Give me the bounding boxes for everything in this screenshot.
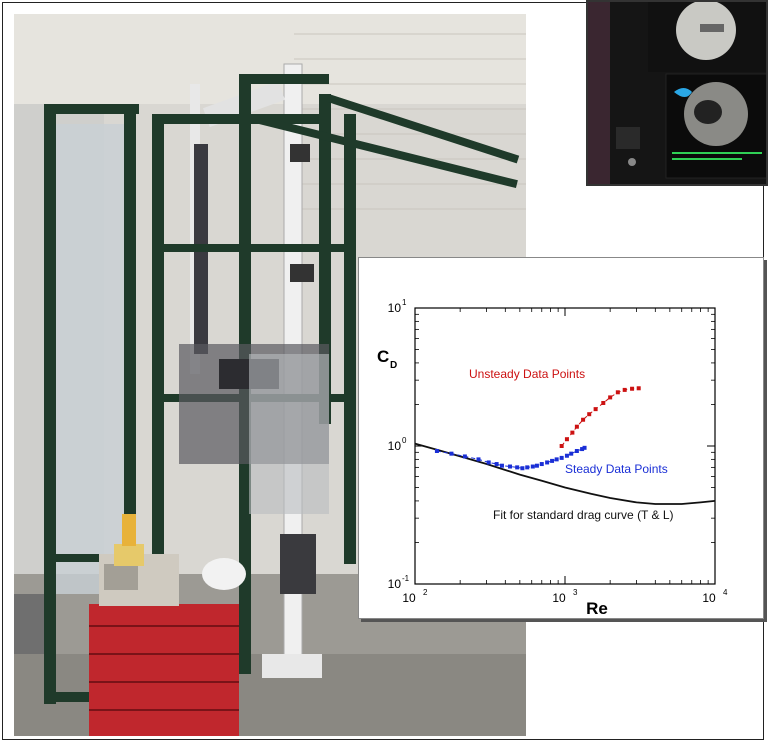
unsteady-data-point <box>574 424 579 429</box>
y-tick-label-exponent: 0 <box>402 436 407 445</box>
steady-data-point <box>582 445 587 450</box>
steady-data-point <box>574 448 579 453</box>
x-tick-label-exponent: 2 <box>423 588 428 597</box>
y-tick-label: 10 <box>388 439 402 453</box>
steady-data-point <box>545 460 550 465</box>
unsteady-annotation: Unsteady Data Points <box>469 367 585 381</box>
unsteady-data-point <box>570 430 575 435</box>
unsteady-data-point <box>636 386 641 391</box>
steady-data-point <box>494 462 499 467</box>
y-tick-label: 10 <box>388 577 402 591</box>
x-axis-title: Re <box>586 599 608 618</box>
unsteady-data-point <box>622 387 627 392</box>
steady-data-point <box>580 447 585 452</box>
unsteady-data-point <box>615 390 620 395</box>
steady-data-point <box>525 465 530 470</box>
x-tick-label-exponent: 3 <box>573 588 578 597</box>
plot-frame <box>414 307 716 585</box>
fit-curve <box>414 442 716 505</box>
x-tick-label: 10 <box>402 591 416 605</box>
steady-data-point <box>508 464 513 469</box>
steady-data-point <box>515 465 520 470</box>
steady-data-point <box>564 453 569 458</box>
y-axis-title-subscript: D <box>390 360 397 371</box>
y-axis-title: C <box>377 347 389 366</box>
steady-data-point <box>499 463 504 468</box>
x-tick-label-exponent: 4 <box>723 588 728 597</box>
steady-data-point <box>569 451 574 456</box>
unsteady-data-point <box>564 437 569 442</box>
y-tick-label: 10 <box>388 301 402 315</box>
unsteady-data-point <box>630 386 635 391</box>
steady-annotation: Steady Data Points <box>565 462 668 476</box>
monitor-inset-graphic <box>588 2 766 184</box>
drag-coefficient-chart: 10 2 10 3 10 4 10 1 10 0 10 -1 Re C D Unsteady Data Po… <box>358 257 764 619</box>
unsteady-data-point <box>608 395 613 400</box>
fit-annotation: Fit for standard drag curve (T & L) <box>493 508 674 522</box>
steady-data-point <box>539 462 544 467</box>
steady-data-point <box>559 455 564 460</box>
unsteady-trend-line <box>561 387 639 447</box>
monitor-inset-photo <box>586 0 768 186</box>
steady-data-point <box>554 457 559 462</box>
steady-data-point <box>534 463 539 468</box>
steady-data-point <box>449 451 454 456</box>
steady-data-point <box>476 457 481 462</box>
steady-data-point <box>434 448 439 453</box>
x-tick-label: 10 <box>702 591 716 605</box>
steady-data-point <box>530 464 535 469</box>
y-tick-label-exponent: -1 <box>402 574 410 583</box>
x-tick-label: 10 <box>552 591 566 605</box>
steady-data-point <box>550 458 555 463</box>
y-tick-label-exponent: 1 <box>402 298 407 307</box>
unsteady-data-point <box>559 444 564 448</box>
steady-data-point <box>486 460 491 465</box>
steady-data-point <box>462 454 467 459</box>
steady-data-point <box>520 466 525 471</box>
unsteady-data-point <box>593 407 598 412</box>
unsteady-data-point <box>601 400 606 405</box>
unsteady-data-point <box>587 412 592 417</box>
unsteady-data-point <box>581 417 586 422</box>
